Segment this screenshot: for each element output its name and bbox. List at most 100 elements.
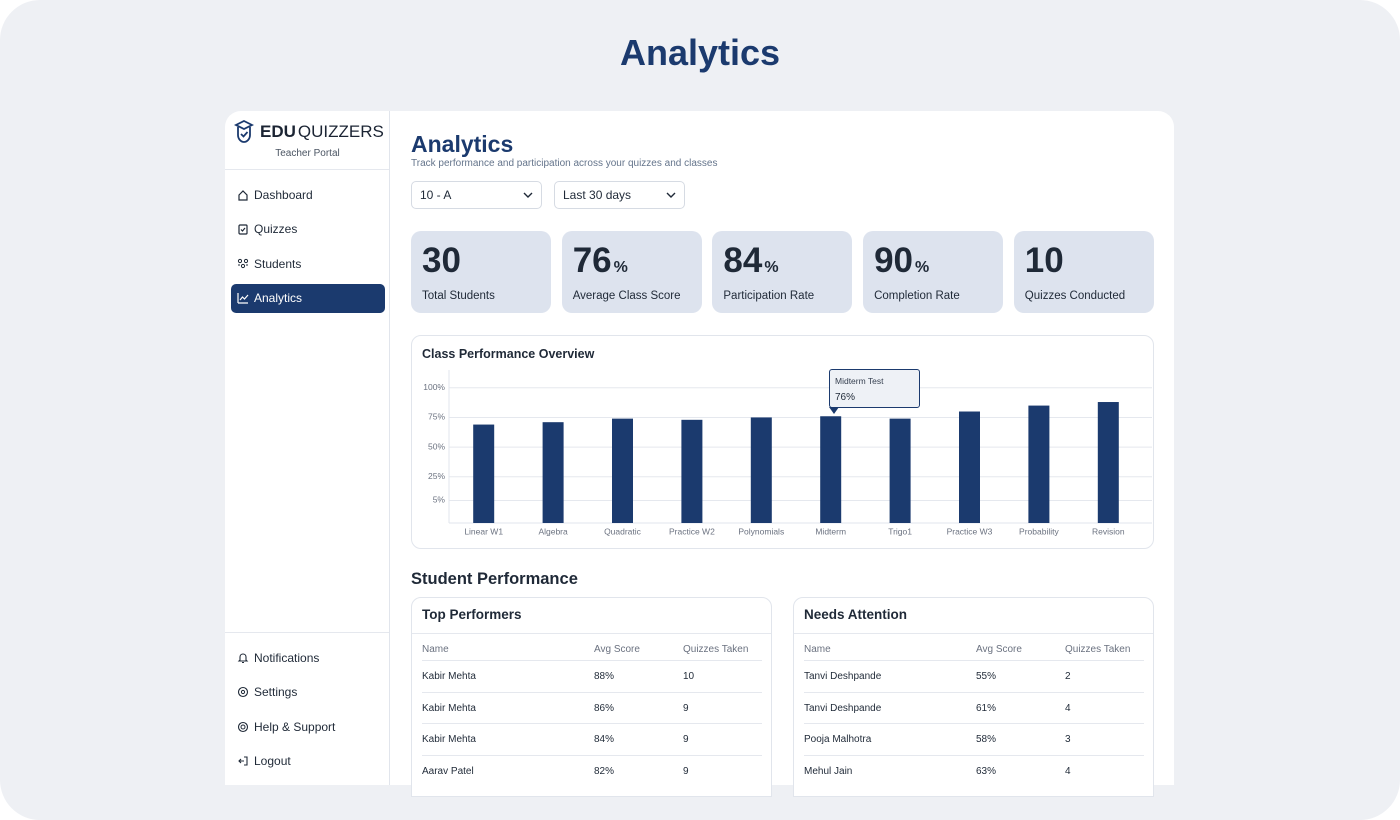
- header-subtitle: Track performance and participation acro…: [411, 158, 718, 169]
- divider: [225, 169, 389, 170]
- stat-card: 76% Average Class Score: [561, 231, 702, 313]
- nav-icon: [237, 292, 249, 304]
- table-cell: Tanvi Deshpande: [804, 702, 882, 714]
- y-tick-label: 100%: [423, 382, 445, 392]
- y-tick-label: 25%: [428, 471, 445, 481]
- stat-card: 10 Quizzes Conducted: [1013, 231, 1154, 313]
- nav-item[interactable]: Students: [231, 250, 385, 279]
- bar: [473, 424, 495, 523]
- nav-icon: [237, 721, 249, 732]
- table-cell: 4: [1065, 702, 1071, 714]
- nav-item[interactable]: Analytics: [231, 283, 385, 313]
- column-header: Name: [804, 644, 831, 655]
- filter-dropdown[interactable]: 10 - A: [411, 181, 542, 209]
- nav-item[interactable]: Help & Support: [231, 713, 385, 742]
- tooltip-value: 76%: [835, 392, 856, 403]
- nav-item[interactable]: Settings: [231, 678, 385, 707]
- stat-number: 84: [723, 241, 763, 280]
- table-cell: 63%: [976, 766, 997, 778]
- table-title: Needs Attention: [804, 607, 908, 622]
- table-cell: 2: [1065, 671, 1071, 682]
- stat-card: 84% Participation Rate: [712, 231, 853, 313]
- x-tick-label: Revision: [1092, 526, 1125, 536]
- table-cell: Kabir Mehta: [422, 734, 476, 746]
- stat-number: 76: [572, 241, 612, 280]
- stat-unit: %: [915, 259, 930, 276]
- stat-value: 30: [422, 241, 461, 281]
- chevron: [523, 192, 533, 198]
- row-divider: [422, 723, 762, 725]
- y-tick-label: 5%: [433, 495, 446, 505]
- y-tick-label: 50%: [428, 441, 445, 451]
- nav-icon: [238, 756, 248, 766]
- tooltip-pointer: [829, 407, 839, 414]
- row-divider: [804, 691, 1144, 693]
- table-cell: 9: [683, 734, 689, 746]
- table-cell: 4: [1065, 766, 1071, 778]
- bar: [959, 411, 980, 523]
- stat-card: 30 Total Students: [411, 231, 551, 313]
- tooltip: Midterm Test 76%: [829, 369, 920, 408]
- nav-label: Settings: [254, 685, 298, 700]
- x-tick-label: Trigo1: [888, 526, 912, 536]
- nav-label: Help & Support: [254, 719, 336, 734]
- row-divider: [804, 755, 1144, 757]
- nav-icon: [237, 258, 249, 268]
- stat-value: 90%: [874, 241, 929, 281]
- filter-value: Last 30 days: [563, 188, 632, 202]
- stat-number: 10: [1024, 241, 1064, 280]
- table-cell: Pooja Malhotra: [804, 734, 872, 746]
- nav-label: Quizzes: [254, 222, 298, 237]
- table-cell: Kabir Mehta: [422, 702, 476, 714]
- brand: EDU QUIZZERS: [260, 122, 384, 142]
- stat-unit: %: [613, 259, 628, 276]
- table-cell: 9: [683, 702, 689, 714]
- x-tick-label: Polynomials: [738, 526, 784, 536]
- chevron: [666, 192, 676, 198]
- stat-label: Completion Rate: [874, 290, 960, 302]
- filter-dropdown[interactable]: Last 30 days: [554, 181, 685, 209]
- nav-item[interactable]: Quizzes: [231, 215, 385, 244]
- header-title: Analytics: [411, 131, 514, 157]
- divider: [794, 633, 1153, 634]
- x-tick-label: Midterm: [815, 526, 846, 536]
- logo-icon: [234, 120, 254, 143]
- nav-item[interactable]: Logout: [231, 747, 385, 776]
- x-tick-label: Probability: [1019, 526, 1059, 536]
- y-tick-label: 75%: [428, 412, 445, 422]
- table-cell: Kabir Mehta: [422, 671, 476, 682]
- x-tick-label: Algebra: [538, 526, 568, 536]
- table-cell: Aarav Patel: [422, 766, 474, 778]
- x-tick-label: Quadratic: [604, 526, 642, 536]
- nav-item[interactable]: Dashboard: [231, 181, 385, 210]
- table-cell: 88%: [594, 671, 615, 682]
- column-header: Avg Score: [594, 644, 640, 655]
- table-cell: 86%: [594, 702, 615, 714]
- divider: [412, 633, 771, 634]
- stat-value: 84%: [723, 241, 778, 281]
- stat-label: Quizzes Conducted: [1024, 290, 1126, 302]
- bar: [820, 416, 842, 523]
- column-header: Avg Score: [976, 644, 1022, 655]
- nav-icon: [237, 653, 249, 664]
- table-cell: Tanvi Deshpande: [804, 671, 882, 682]
- table-cell: 84%: [594, 734, 615, 746]
- table-card: Needs Attention Name Avg Score Quizzes Take…: [793, 597, 1154, 797]
- stat-label: Total Students: [422, 290, 495, 302]
- stat-label: Participation Rate: [723, 290, 815, 302]
- table-cell: 9: [683, 766, 689, 778]
- stat-number: 30: [422, 241, 461, 280]
- bar: [681, 419, 703, 523]
- nav-item[interactable]: Notifications: [231, 644, 385, 673]
- stat-unit: %: [764, 259, 779, 276]
- filter-value: 10 - A: [420, 188, 452, 202]
- column-header: Quizzes Taken: [1065, 644, 1131, 655]
- column-header: Name: [422, 644, 449, 655]
- nav-label: Dashboard: [254, 188, 313, 202]
- column-header: Quizzes Taken: [683, 644, 749, 655]
- table-title: Top Performers: [422, 607, 522, 622]
- bar: [1097, 402, 1119, 523]
- table-cell: 55%: [976, 671, 997, 682]
